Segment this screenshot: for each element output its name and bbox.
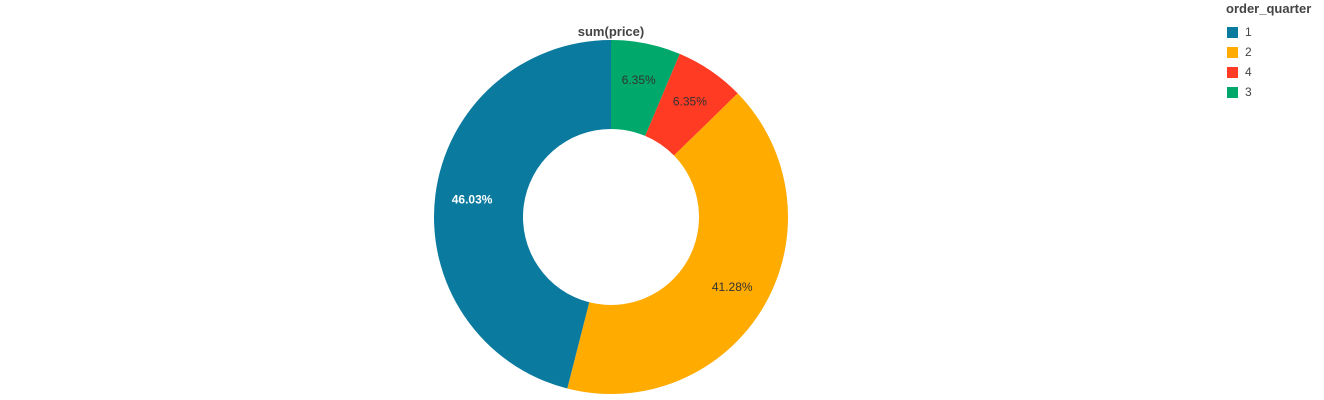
legend-label: 3 bbox=[1245, 85, 1252, 99]
legend-label: 2 bbox=[1245, 45, 1252, 59]
slice-labels-group: 6.35% 6.35% 41.28% 46.03% bbox=[452, 73, 753, 294]
slice-q4[interactable] bbox=[645, 53, 738, 156]
legend-swatch bbox=[1227, 86, 1238, 98]
legend-items: 1 2 4 3 bbox=[1226, 22, 1311, 102]
legend-label: 4 bbox=[1245, 65, 1252, 79]
legend-swatch bbox=[1227, 26, 1238, 38]
slice-label-q1: 46.03% bbox=[452, 193, 493, 207]
slice-q3[interactable] bbox=[611, 40, 680, 136]
slice-label-q4: 6.35% bbox=[673, 94, 707, 108]
legend-title: order_quarter bbox=[1226, 1, 1312, 16]
slice-label-q3: 6.35% bbox=[622, 73, 656, 87]
legend-swatch bbox=[1227, 66, 1238, 78]
slice-q2[interactable] bbox=[567, 93, 788, 394]
chart-title: sum(price) bbox=[578, 24, 644, 39]
slices-group bbox=[433, 40, 788, 394]
legend: order_quarter 1 2 4 3 bbox=[1226, 1, 1311, 102]
slice-label-q2: 41.28% bbox=[712, 280, 753, 294]
legend-label: 1 bbox=[1245, 25, 1252, 39]
legend-swatch bbox=[1227, 46, 1238, 58]
legend-item-2[interactable]: 2 bbox=[1226, 42, 1311, 62]
legend-item-1[interactable]: 1 bbox=[1226, 22, 1311, 42]
slice-q1[interactable] bbox=[433, 40, 611, 389]
legend-item-4[interactable]: 4 bbox=[1226, 62, 1311, 82]
legend-item-3[interactable]: 3 bbox=[1226, 82, 1311, 102]
